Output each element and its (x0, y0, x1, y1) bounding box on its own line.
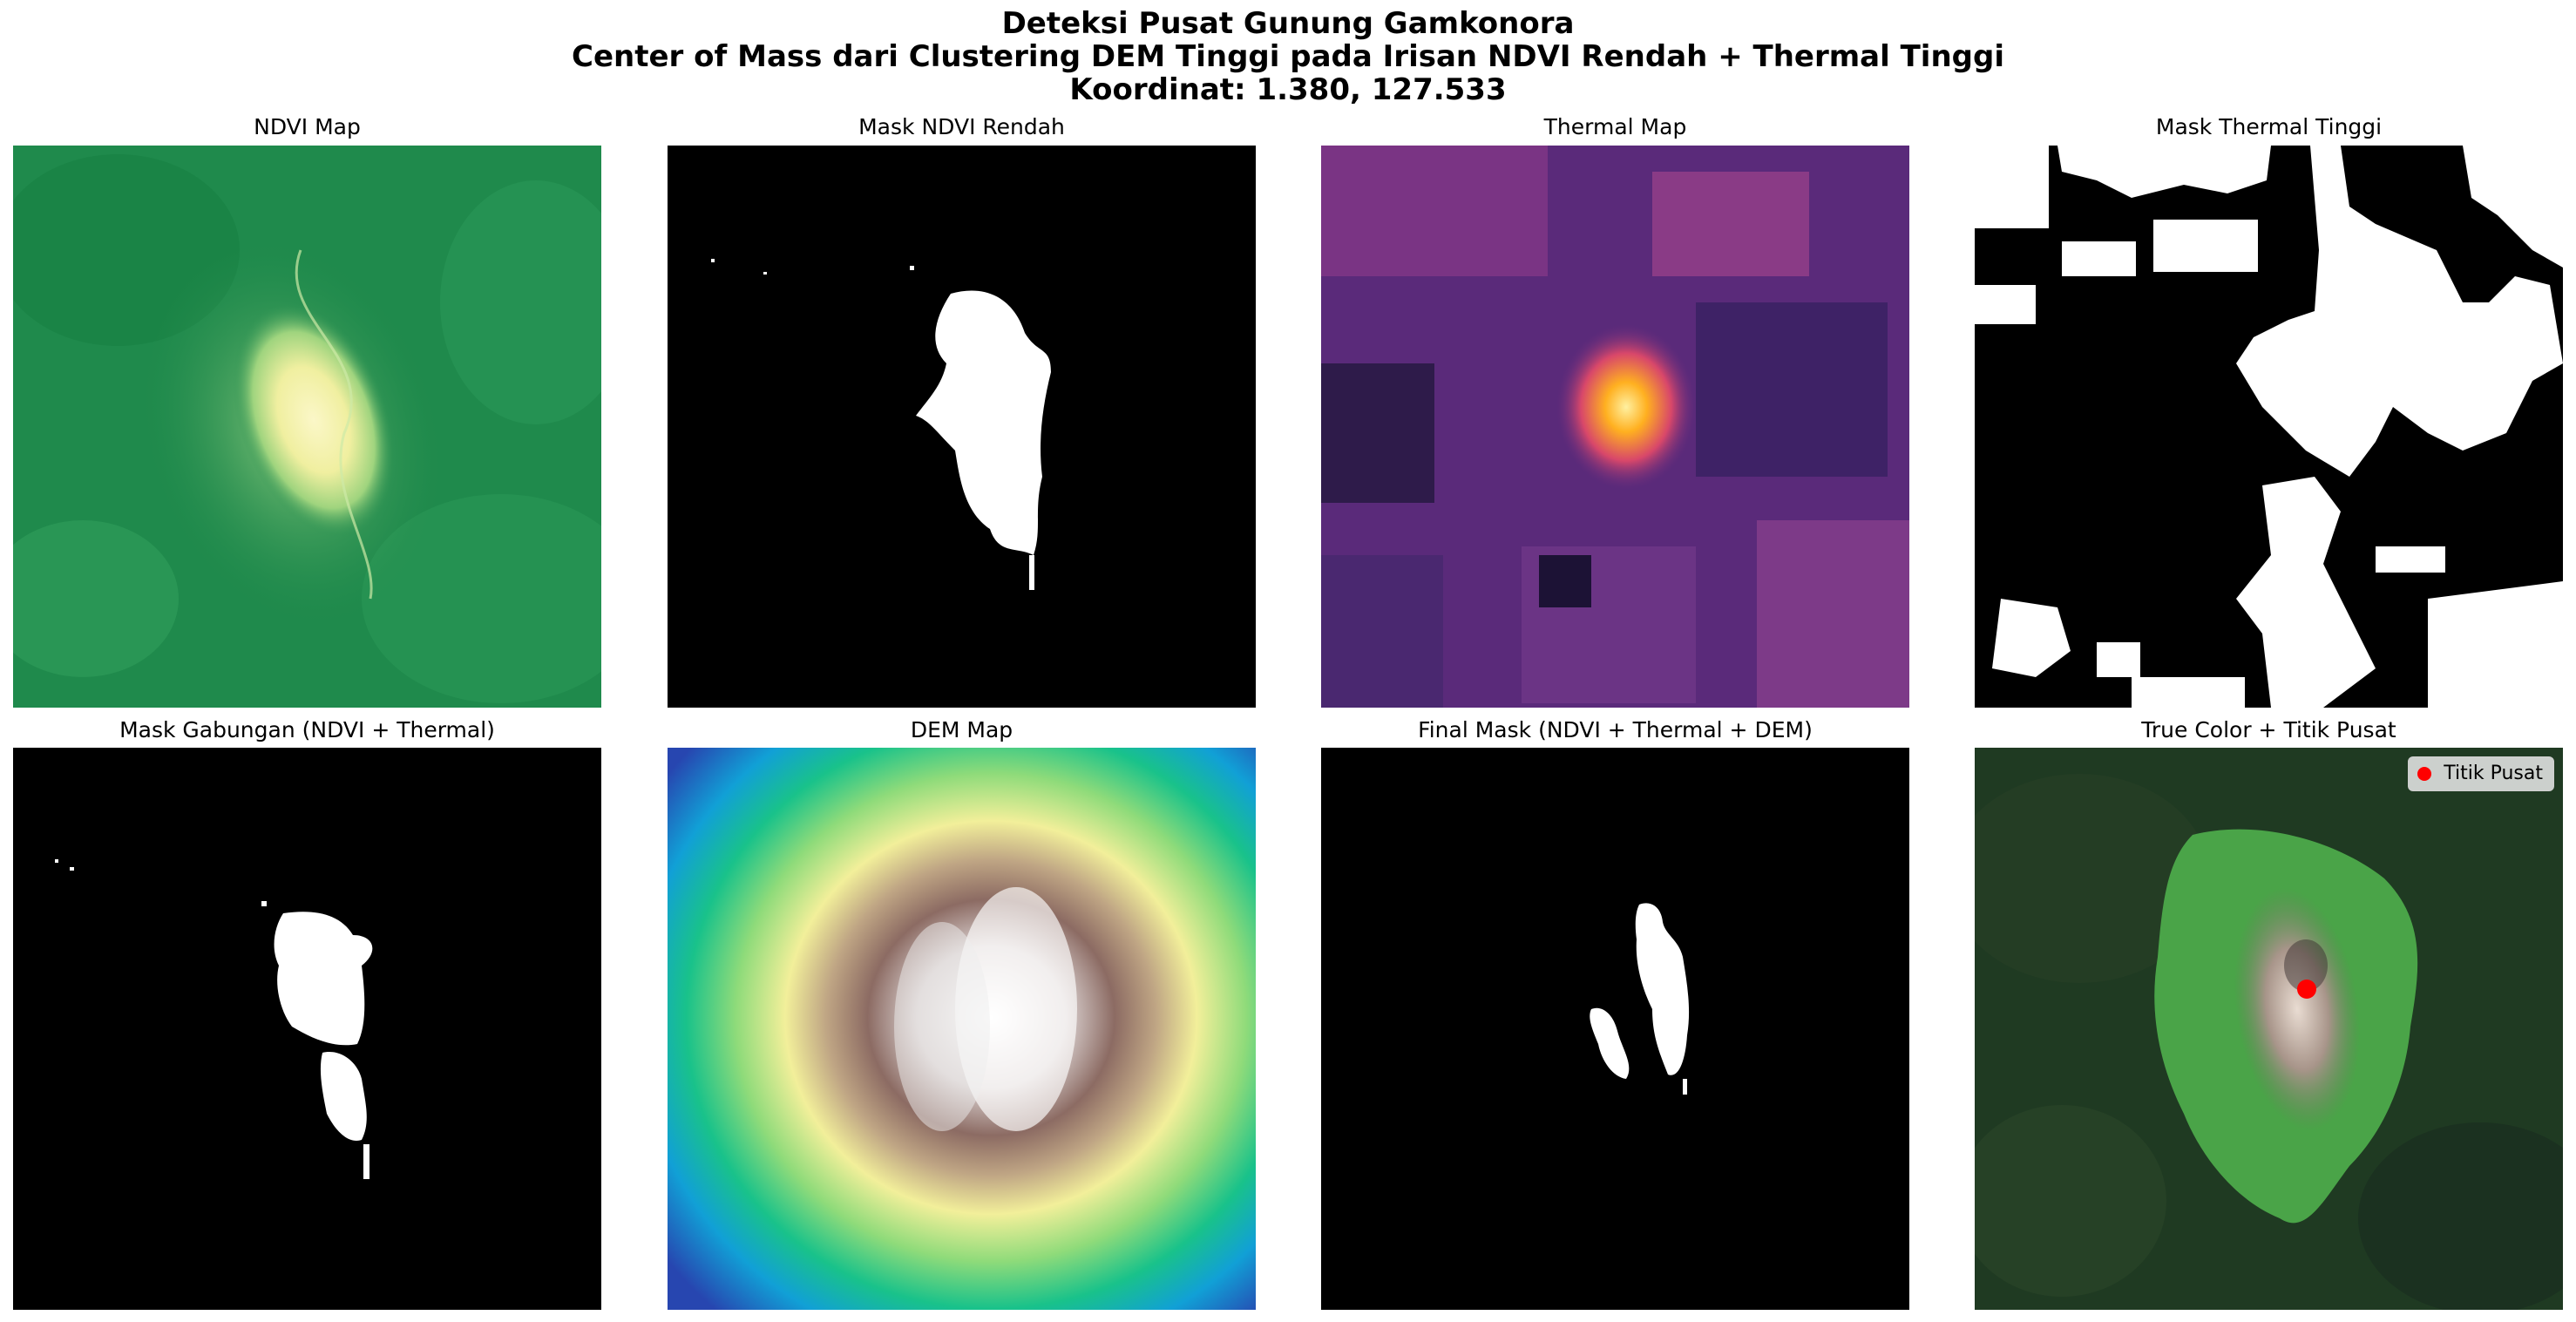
ndvi-map-image (13, 146, 601, 708)
titik-pusat-marker (2297, 980, 2316, 999)
panel-title-mask-gabungan: Mask Gabungan (NDVI + Thermal) (119, 717, 495, 742)
legend-label: Titik Pusat (2444, 763, 2543, 784)
panel-title-dem-map: DEM Map (910, 717, 1013, 742)
mask-thermal-tinggi-image (1975, 146, 2563, 708)
legend-marker-dot (2417, 767, 2432, 781)
panel-title-thermal-map: Thermal Map (1543, 114, 1687, 139)
panel-title-mask-ndvi-rendah: Mask NDVI Rendah (858, 114, 1065, 139)
thermal-map-image (1321, 146, 1909, 708)
panel-title-true-color: True Color + Titik Pusat (2141, 717, 2396, 742)
figure-title-line-3: Koordinat: 1.380, 127.533 (1069, 72, 1507, 107)
panel-title-ndvi-map: NDVI Map (254, 114, 361, 139)
figure-title-line-1: Deteksi Pusat Gunung Gamkonora (1001, 6, 1575, 41)
figure-title: Deteksi Pusat Gunung Gamkonora Center of… (0, 7, 2576, 106)
legend: Titik Pusat (2408, 756, 2554, 791)
panel-title-mask-thermal-tinggi: Mask Thermal Tinggi (2155, 114, 2383, 139)
mask-ndvi-rendah-image (668, 146, 1256, 708)
panel-title-final-mask: Final Mask (NDVI + Thermal + DEM) (1418, 717, 1813, 742)
figure-title-line-2: Center of Mass dari Clustering DEM Tingg… (572, 39, 2004, 74)
final-mask-image (1321, 748, 1909, 1310)
mask-gabungan-image (13, 748, 601, 1310)
dem-map-image (668, 748, 1256, 1310)
true-color-image: Titik Pusat (1975, 748, 2563, 1310)
